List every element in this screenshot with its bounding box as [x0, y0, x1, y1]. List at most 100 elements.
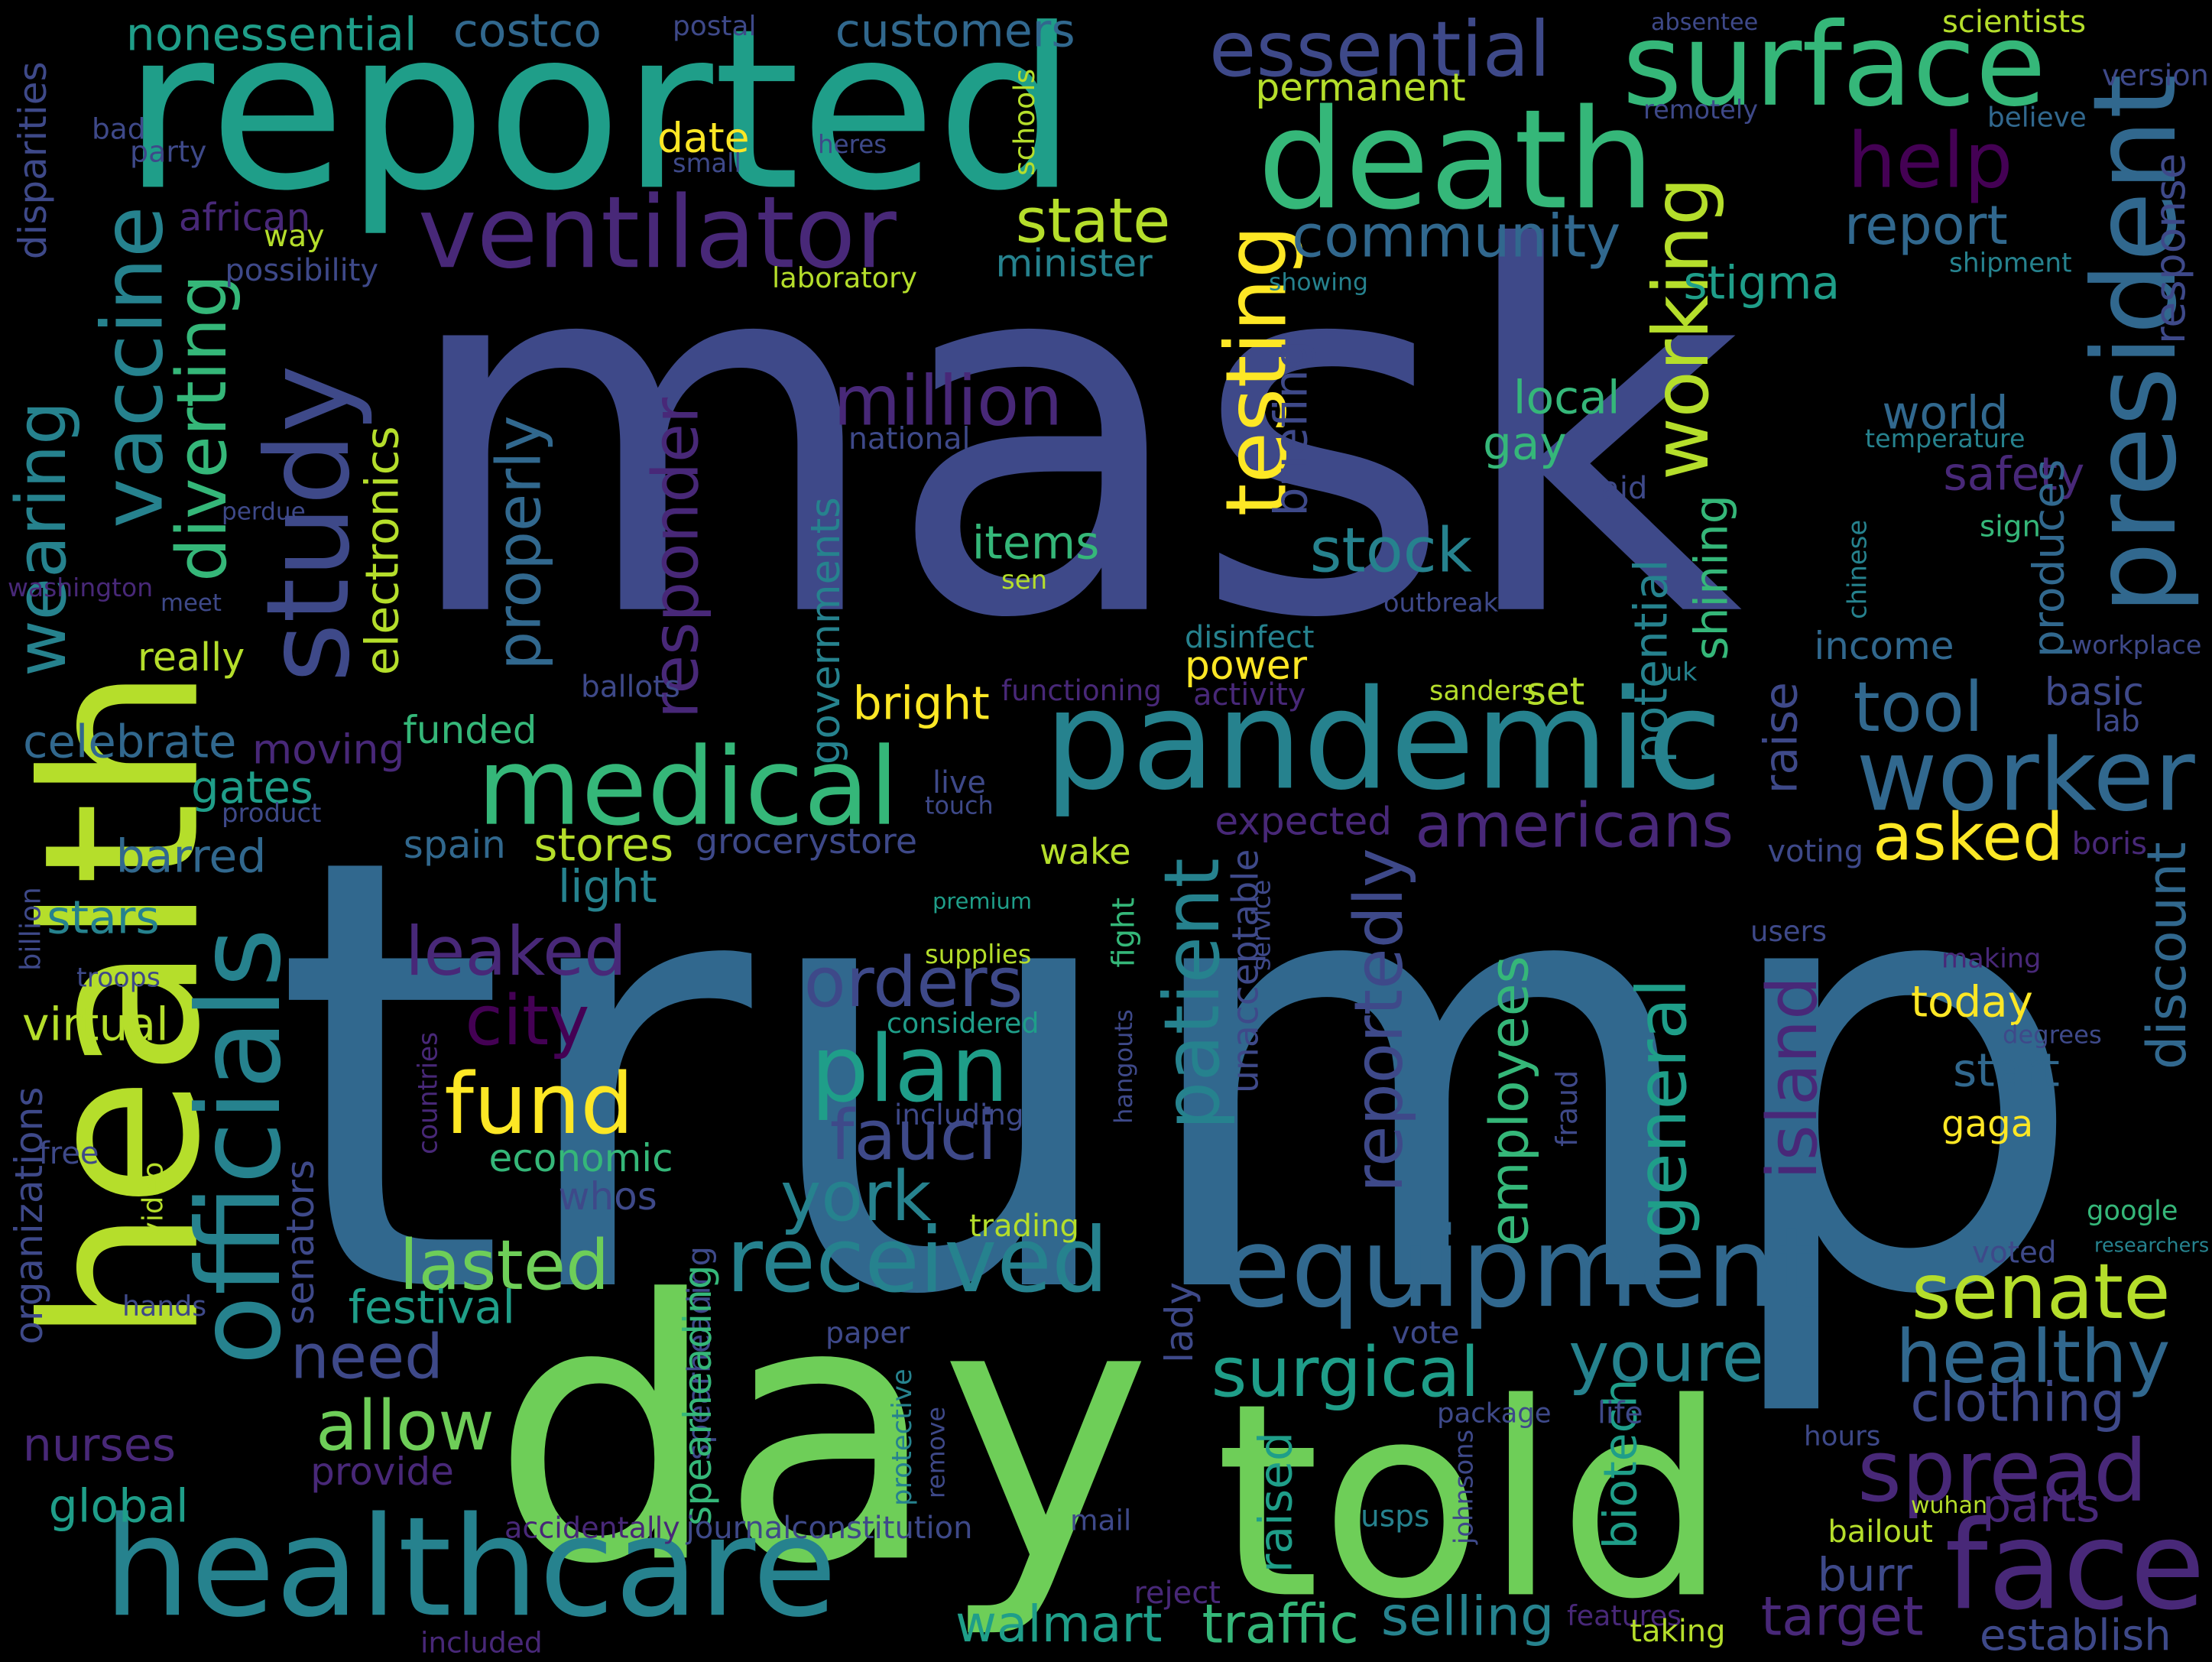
cloud-word: bailout — [1828, 1514, 1933, 1550]
cloud-word: income — [1814, 623, 1954, 669]
cloud-word: fauci — [829, 1095, 997, 1176]
cloud-word: equipment — [1223, 1204, 1820, 1333]
cloud-word: african — [178, 196, 311, 240]
cloud-word: pandemic — [1043, 661, 1723, 822]
cloud-word: countries — [413, 1031, 443, 1154]
cloud-word: costco — [452, 4, 602, 57]
cloud-word: employees — [1478, 956, 1541, 1246]
cloud-word: reported — [122, 0, 1078, 240]
cloud-word: plan — [810, 1016, 1009, 1124]
cloud-word: bad — [92, 112, 146, 147]
cloud-word: parts — [1982, 1479, 2100, 1533]
cloud-word: surgical — [1211, 1332, 1480, 1413]
cloud-word: perdue — [222, 498, 306, 526]
cloud-word: way — [264, 219, 325, 255]
cloud-word: electronics — [355, 426, 409, 676]
cloud-word: response — [2146, 153, 2195, 344]
cloud-word: barred — [115, 829, 267, 883]
cloud-word: stigma — [1683, 256, 1841, 310]
cloud-word: permanent — [1255, 66, 1466, 110]
cloud-word: nurses — [22, 1418, 176, 1472]
cloud-word: included — [420, 1626, 543, 1660]
cloud-word: leaked — [405, 912, 627, 992]
cloud-word: meet — [161, 589, 222, 618]
cloud-word: shining — [1685, 494, 1739, 661]
cloud-word: worker — [1856, 717, 2195, 834]
cloud-word: festival — [348, 1280, 516, 1335]
cloud-word: york — [780, 1156, 932, 1237]
cloud-word: death — [1257, 80, 1656, 241]
cloud-word: spearheading — [676, 1264, 721, 1526]
cloud-word: absentee — [1651, 8, 1759, 37]
cloud-word: start — [1953, 1043, 2060, 1098]
cloud-word: service — [1246, 879, 1276, 971]
cloud-word: senators — [279, 1159, 323, 1325]
cloud-word: expected — [1215, 800, 1392, 844]
cloud-word: product — [222, 798, 322, 829]
cloud-word: healthy — [1896, 1313, 2171, 1400]
cloud-word: produces — [2022, 459, 2074, 657]
cloud-word: set — [1526, 670, 1585, 714]
cloud-word: johnsons — [1448, 1429, 1479, 1544]
cloud-word: usps — [1361, 1499, 1430, 1535]
cloud-word: allow — [316, 1385, 495, 1466]
cloud-word: uk — [1666, 657, 1698, 687]
cloud-word: package — [1437, 1397, 1552, 1430]
cloud-word: heres — [818, 130, 887, 160]
cloud-word: schools — [1007, 68, 1041, 176]
cloud-word: spread — [1857, 1421, 2148, 1521]
cloud-word: remove — [922, 1407, 951, 1498]
cloud-word: clothing — [1910, 1371, 2126, 1434]
cloud-word: walmart — [955, 1595, 1163, 1654]
cloud-word: mail — [1070, 1504, 1132, 1538]
cloud-word: selling — [1380, 1585, 1555, 1648]
cloud-word: nonessential — [125, 8, 417, 61]
cloud-word: establish — [1980, 1611, 2171, 1661]
cloud-word: workplace — [2071, 631, 2202, 661]
cloud-word: safety — [1943, 446, 2085, 502]
cloud-word: island — [1752, 975, 1833, 1180]
cloud-word: boris — [2071, 826, 2147, 862]
cloud-word: supplies — [925, 940, 1032, 971]
cloud-word: lady — [1158, 1281, 1202, 1363]
cloud-word: protective — [886, 1368, 918, 1506]
cloud-word: accidentally — [504, 1511, 680, 1546]
cloud-word: hands — [122, 1290, 207, 1323]
cloud-word: raise — [1753, 682, 1808, 794]
cloud-word: researchers — [2094, 1234, 2210, 1258]
cloud-word: help — [1847, 115, 2013, 206]
cloud-word: tool — [1853, 667, 1983, 748]
cloud-word: burr — [1817, 1548, 1913, 1602]
cloud-word: showing — [1269, 268, 1368, 297]
cloud-word: lab — [2094, 704, 2140, 740]
cloud-word: sign — [1980, 509, 2042, 544]
cloud-word: day — [491, 1224, 1153, 1643]
cloud-word: minister — [995, 242, 1153, 286]
cloud-word: raised — [1250, 1431, 1303, 1573]
cloud-word: disparities — [11, 61, 56, 260]
cloud-word: trading — [969, 1209, 1079, 1245]
cloud-word: light — [558, 860, 657, 914]
cloud-word: version — [2102, 59, 2209, 93]
cloud-word: community — [1292, 203, 1621, 271]
cloud-word: fund — [444, 1055, 634, 1154]
cloud-word: properly — [484, 415, 556, 670]
cloud-word: date — [657, 113, 750, 162]
cloud-word: voting — [1767, 834, 1864, 870]
cloud-word: chinese — [1842, 519, 1873, 619]
cloud-word: possibility — [225, 253, 379, 289]
cloud-word: washington — [8, 573, 154, 603]
cloud-word: premium — [932, 888, 1032, 915]
cloud-word: party — [130, 135, 207, 170]
cloud-word: diverting — [162, 274, 243, 582]
cloud-word: outbreak — [1383, 588, 1499, 619]
cloud-word: told — [1215, 1346, 1728, 1657]
cloud-word: troops — [76, 962, 161, 994]
cloud-word: virtual — [22, 998, 169, 1051]
cloud-word: working — [1636, 177, 1726, 481]
cloud-word: aid — [1601, 471, 1648, 507]
cloud-word: stars — [47, 891, 160, 944]
cloud-word: funded — [403, 707, 537, 753]
cloud-word: moving — [252, 725, 405, 774]
